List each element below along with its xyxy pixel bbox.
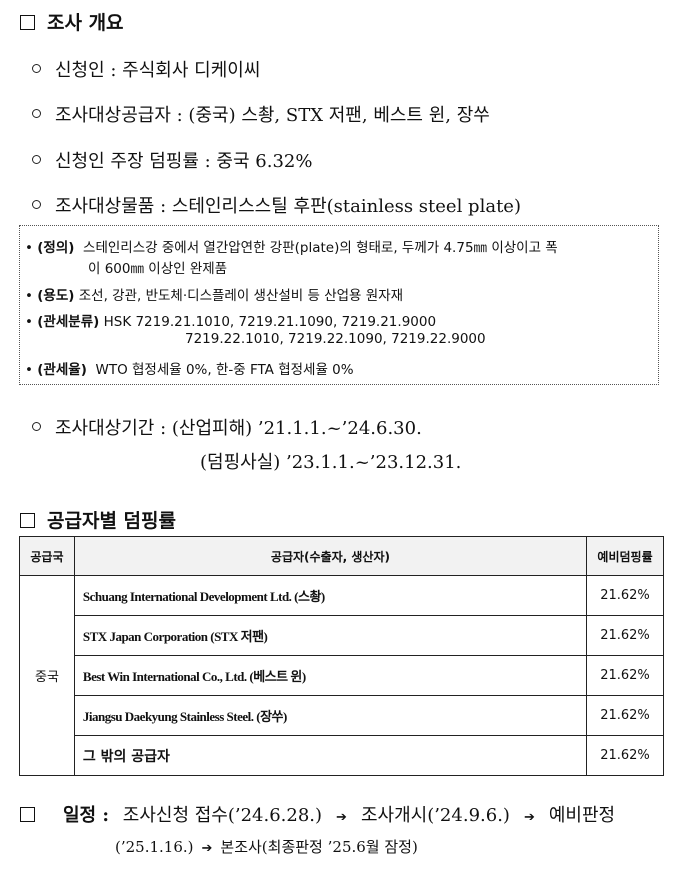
circle-bullet-icon	[32, 109, 41, 118]
square-bullet-icon	[20, 15, 35, 30]
country-cell: 중국	[19, 575, 75, 776]
tariff-line: • (관세율) WTO 협정세율 0%, 한-중 FTA 협정세율 0%	[25, 362, 354, 378]
circle-bullet-icon	[32, 200, 41, 209]
supplier-name: Jiangsu Daekyung Stainless Steel. (장쑤)	[73, 695, 588, 736]
section-overview-heading: 조사 개요	[20, 8, 124, 35]
hs-line-2: 7219.22.1010, 7219.22.1090, 7219.22.9000	[185, 331, 486, 347]
definition-line-2: 이 600㎜ 이상인 완제품	[88, 261, 228, 277]
period-text: 조사대상기간 : (산업피해) ’21.1.1.~’24.6.30.	[55, 418, 422, 439]
square-bullet-icon	[20, 807, 35, 822]
definition-label: (정의)	[37, 240, 75, 256]
table-row: Jiangsu Daekyung Stainless Steel. (장쑤) 2…	[20, 695, 664, 736]
schedule-line-2: (’25.1.16.) ➔ 본조사(최종판정 ’25.6월 잠정)	[115, 836, 418, 857]
tariff-text: WTO 협정세율 0%, 한-중 FTA 협정세율 0%	[95, 362, 354, 378]
arrow-right-icon: ➔	[201, 841, 213, 856]
definition-text: 스테인리스강 중에서 열간압연한 강판(plate)의 형태로, 두께가 4.7…	[83, 240, 558, 256]
product-text: 조사대상물품 : 스테인리스스틸 후판(stainless steel plat…	[55, 196, 521, 217]
margin-rate: 21.62%	[586, 735, 664, 776]
section-margins-heading: 공급자별 덤핑률	[20, 506, 176, 533]
product-details-box: • (정의) 스테인리스강 중에서 열간압연한 강판(plate)의 형태로, …	[19, 225, 659, 385]
hs-label: (관세분류)	[37, 314, 100, 330]
table-header-row: 공급국 공급자(수출자, 생산자) 예비덤핑률	[19, 536, 664, 576]
margin-rate: 21.62%	[586, 695, 664, 736]
use-line: • (용도) 조선, 강관, 반도체·디스플레이 생산설비 등 산업용 원자재	[25, 288, 404, 304]
section-title: 조사 개요	[47, 12, 124, 34]
margin-rate: 21.62%	[586, 615, 664, 656]
arrow-right-icon: ➔	[523, 810, 535, 825]
margin-line: 신청인 주장 덤핑률 : 중국 6.32%	[32, 147, 312, 173]
schedule-step-application: 조사신청 접수(’24.6.28.)	[122, 805, 323, 826]
suppliers-line: 조사대상공급자 : (중국) 스촹, STX 저팬, 베스트 윈, 장쑤	[32, 101, 490, 127]
circle-bullet-icon	[32, 422, 41, 431]
schedule-step-initiation: 조사개시(’24.9.6.)	[360, 805, 510, 826]
margin-rate: 21.62%	[586, 575, 664, 616]
applicant-text: 신청인 : 주식회사 디케이씨	[55, 60, 261, 81]
schedule-step-preliminary-date: (’25.1.16.)	[115, 838, 194, 856]
circle-bullet-icon	[32, 64, 41, 73]
definition-line: • (정의) 스테인리스강 중에서 열간압연한 강판(plate)의 형태로, …	[25, 240, 558, 256]
use-text: 조선, 강관, 반도체·디스플레이 생산설비 등 산업용 원자재	[78, 288, 404, 304]
schedule-line: 일정 : 조사신청 접수(’24.6.28.) ➔ 조사개시(’24.9.6.) ➔ 예…	[20, 801, 615, 827]
applicant-line: 신청인 : 주식회사 디케이씨	[32, 56, 260, 82]
supplier-name: 그 밖의 공급자	[73, 735, 588, 776]
hs-text: HSK 7219.21.1010, 7219.21.1090, 7219.21.…	[103, 314, 437, 330]
table-row: STX Japan Corporation (STX 저팬) 21.62%	[20, 615, 664, 656]
supplier-name: Schuang International Development Ltd. (…	[73, 575, 588, 616]
header-rate: 예비덤핑률	[586, 536, 664, 576]
circle-bullet-icon	[32, 155, 41, 164]
schedule-step-main: 본조사(최종판정 ’25.6월 잠정)	[220, 838, 418, 856]
table-row: 그 밖의 공급자 21.62%	[20, 735, 664, 776]
square-bullet-icon	[20, 513, 35, 528]
suppliers-text: 조사대상공급자 : (중국) 스촹, STX 저팬, 베스트 윈, 장쑤	[55, 105, 490, 126]
supplier-name: Best Win International Co., Ltd. (베스트 윈)	[73, 655, 588, 696]
margin-rate: 21.62%	[586, 655, 664, 696]
table-row: Best Win International Co., Ltd. (베스트 윈)…	[20, 655, 664, 696]
schedule-label: 일정 :	[63, 805, 110, 826]
tariff-label: (관세율)	[37, 362, 87, 378]
supplier-margin-table: 공급국 공급자(수출자, 생산자) 예비덤핑률 중국 Schuang Inter…	[19, 536, 664, 776]
schedule-step-preliminary: 예비판정	[548, 805, 616, 826]
product-line: 조사대상물품 : 스테인리스스틸 후판(stainless steel plat…	[32, 192, 521, 218]
table-row: 중국 Schuang International Development Ltd…	[19, 575, 664, 776]
header-country: 공급국	[19, 536, 75, 576]
supplier-name: STX Japan Corporation (STX 저팬)	[73, 615, 588, 656]
arrow-right-icon: ➔	[336, 810, 347, 825]
use-label: (용도)	[37, 288, 75, 304]
hs-line: • (관세분류) HSK 7219.21.1010, 7219.21.1090,…	[25, 314, 437, 330]
margin-text: 신청인 주장 덤핑률 : 중국 6.32%	[55, 151, 313, 172]
section-title: 공급자별 덤핑률	[47, 510, 176, 532]
period-line: 조사대상기간 : (산업피해) ’21.1.1.~’24.6.30.	[32, 414, 422, 440]
period-line-2: (덤핑사실) ’23.1.1.~’23.12.31.	[200, 452, 462, 473]
header-supplier: 공급자(수출자, 생산자)	[73, 536, 588, 576]
